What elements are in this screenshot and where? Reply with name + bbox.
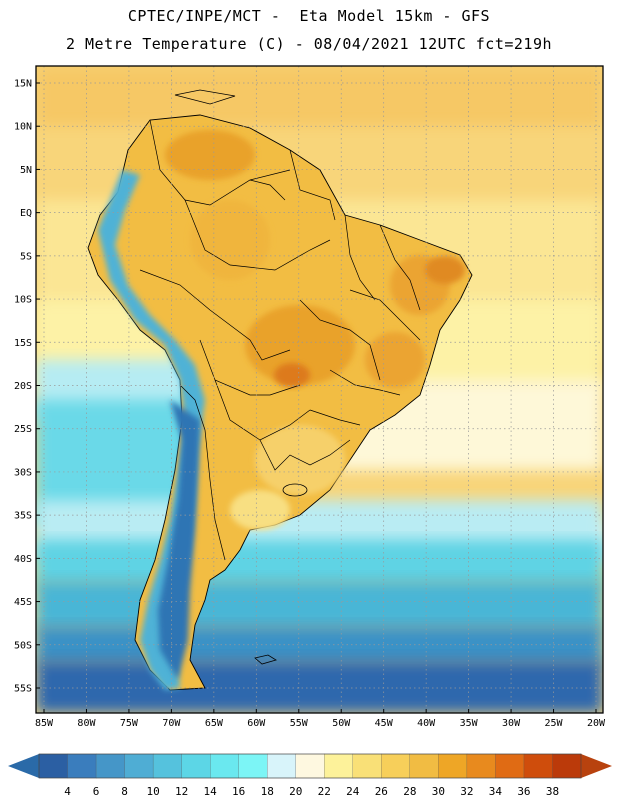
lat-tick-label: 55S bbox=[14, 684, 32, 695]
colorbar-cell bbox=[267, 753, 297, 779]
lat-tick-label: 15N bbox=[14, 79, 32, 90]
lon-tick-label: 85W bbox=[35, 718, 54, 729]
colorbar-cell bbox=[552, 753, 582, 779]
country-borders bbox=[139, 119, 421, 561]
colorbar-label: 8 bbox=[121, 785, 128, 798]
colorbar-cell bbox=[238, 753, 268, 779]
map-title: CPTEC/INPE/MCT - Eta Model 15km - GFS bbox=[127, 7, 491, 25]
lat-tick-label: 5S bbox=[20, 251, 32, 262]
colorbar-label: 10 bbox=[146, 785, 159, 798]
lon-tick-label: 70W bbox=[162, 718, 181, 729]
colorbar-label: 28 bbox=[403, 785, 416, 798]
lat-tick-label: 15S bbox=[14, 338, 32, 349]
colorbar-cell bbox=[466, 753, 497, 779]
lon-tick-label: 75W bbox=[120, 718, 139, 729]
colorbar-label: 38 bbox=[546, 785, 559, 798]
colorbar-cell bbox=[438, 753, 468, 779]
colorbar-label: 24 bbox=[346, 785, 360, 798]
map-field bbox=[36, 66, 603, 713]
lon-tick-label: 50W bbox=[332, 718, 351, 729]
lat-tick-label: 50S bbox=[14, 640, 32, 651]
map-subtitle: 2 Metre Temperature (C) - 08/04/2021 12U… bbox=[65, 35, 553, 53]
colorbar-cell bbox=[409, 753, 440, 779]
lat-tick-label: 5N bbox=[20, 165, 32, 176]
colorbar-cell bbox=[523, 753, 554, 779]
colorbar-label: 34 bbox=[489, 785, 503, 798]
colorbar-cell bbox=[95, 753, 126, 779]
lat-tick-label: 40S bbox=[14, 554, 32, 565]
lon-tick-label: 80W bbox=[77, 718, 96, 729]
map-frame bbox=[35, 65, 604, 714]
colorbar-cell bbox=[352, 753, 382, 779]
colorbar-label: 12 bbox=[175, 785, 188, 798]
colorbar-label: 30 bbox=[432, 785, 445, 798]
lon-tick-label: 55W bbox=[290, 718, 309, 729]
colorbar-cell bbox=[295, 753, 325, 779]
colorbar-cell bbox=[324, 753, 354, 779]
longitude-axis: 85W 80W 75W 70W 65W 60W 55W 50W 45W 40W 35W 30W 25W 2… bbox=[35, 709, 606, 729]
colorbar-high-arrow bbox=[581, 754, 612, 778]
lat-tick-label: 10S bbox=[14, 295, 32, 306]
colorbar-cell bbox=[38, 753, 69, 779]
colorbar-label: 16 bbox=[232, 785, 245, 798]
lon-tick-label: 30W bbox=[502, 718, 521, 729]
lat-tick-label: EQ bbox=[20, 208, 32, 219]
lon-tick-label: 65W bbox=[205, 718, 224, 729]
lat-tick-label: 10N bbox=[14, 122, 32, 133]
colorbar-cell bbox=[210, 753, 240, 779]
colorbar-label: 22 bbox=[318, 785, 331, 798]
colorbar-label: 20 bbox=[289, 785, 302, 798]
lat-tick-label: 25S bbox=[14, 424, 32, 435]
latitude-axis: 15N 10N 5N EQ 5S 10S 15S 20S 25S 30S 35S 40S 45S 50S 5… bbox=[14, 79, 40, 695]
lon-tick-label: 35W bbox=[460, 718, 479, 729]
colorbar-cell bbox=[67, 753, 97, 779]
graticule bbox=[36, 66, 603, 713]
lon-tick-label: 45W bbox=[375, 718, 394, 729]
colorbar-cell bbox=[152, 753, 183, 779]
lat-tick-label: 35S bbox=[14, 511, 32, 522]
lat-tick-label: 45S bbox=[14, 597, 32, 608]
colorbar-label: 26 bbox=[375, 785, 388, 798]
colorbar-cell bbox=[124, 753, 154, 779]
temperature-colorbar: 4 6 8 10 12 14 16 18 20 22 24 26 28 30 32 34 36 38 bbox=[8, 753, 612, 798]
colorbar-cell bbox=[495, 753, 525, 779]
colorbar-label: 36 bbox=[517, 785, 530, 798]
colorbar-cell bbox=[381, 753, 411, 779]
lon-tick-label: 20W bbox=[587, 718, 606, 729]
lon-tick-label: 60W bbox=[247, 718, 266, 729]
colorbar-label: 6 bbox=[93, 785, 100, 798]
colorbar-label: 18 bbox=[261, 785, 274, 798]
colorbar-label: 32 bbox=[460, 785, 473, 798]
colorbar-label: 4 bbox=[64, 785, 71, 798]
lat-tick-label: 20S bbox=[14, 381, 32, 392]
lon-tick-label: 25W bbox=[545, 718, 564, 729]
lon-tick-label: 40W bbox=[417, 718, 436, 729]
colorbar-label: 14 bbox=[204, 785, 218, 798]
lat-tick-label: 30S bbox=[14, 467, 32, 478]
colorbar-cell bbox=[181, 753, 211, 779]
colorbar-low-arrow bbox=[8, 754, 39, 778]
